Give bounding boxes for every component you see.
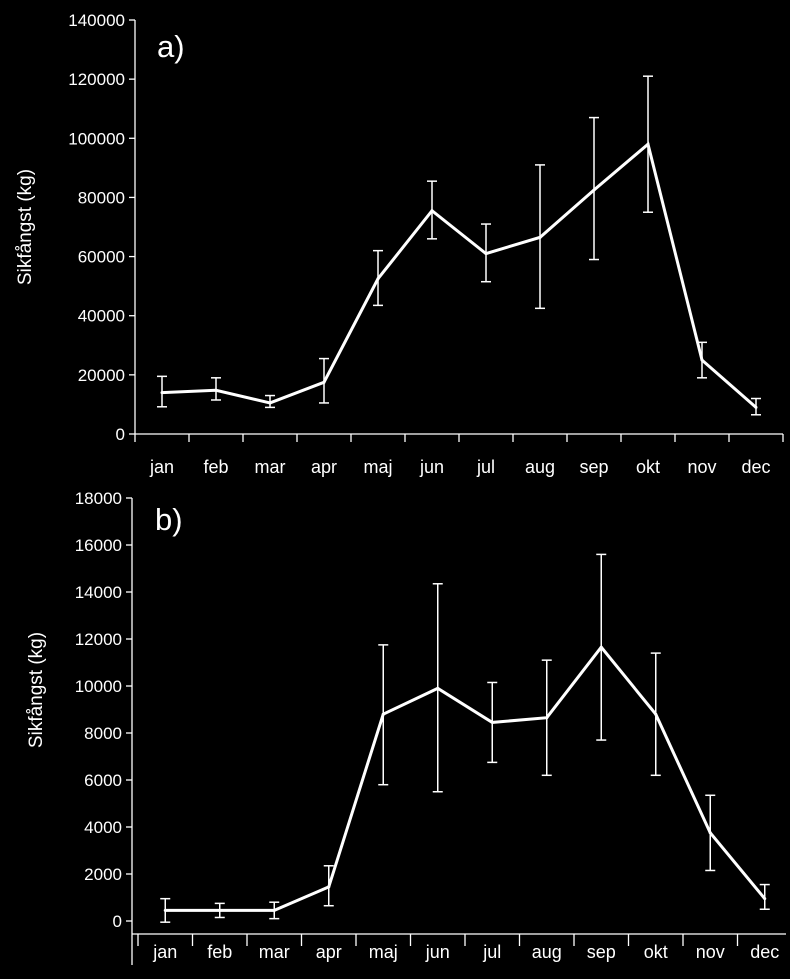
x-tick-label-aug: aug [525, 457, 555, 477]
y-tick-label: 4000 [84, 818, 122, 837]
y-axis-label: Sikfångst (kg) [15, 169, 36, 285]
y-tick-label: 120000 [68, 70, 125, 89]
data-point-mar [268, 401, 272, 405]
panel-label: b) [155, 502, 183, 537]
data-point-aug [545, 716, 549, 720]
data-point-maj [381, 712, 385, 716]
y-tick-label: 10000 [75, 677, 122, 696]
data-point-jul [484, 252, 488, 256]
data-point-nov [700, 358, 704, 362]
data-point-dec [763, 897, 767, 901]
x-tick-label-sep: sep [579, 457, 608, 477]
y-tick-label: 100000 [68, 129, 125, 148]
panel-b-chart: 0 2000 4000 6000 8000 10000 12000 14000 16000 180… [26, 489, 786, 965]
x-tick-label-sep: sep [587, 942, 616, 962]
data-point-jan [160, 391, 164, 395]
data-point-sep [592, 188, 596, 192]
x-tick-label-feb: feb [203, 457, 228, 477]
data-point-jan [163, 908, 167, 912]
data-point-okt [654, 712, 658, 716]
data-point-feb [214, 388, 218, 392]
y-tick-label: 16000 [75, 536, 122, 555]
y-tick-label: 2000 [84, 865, 122, 884]
x-tick-label-mar: mar [255, 457, 286, 477]
x-tick-label-okt: okt [644, 942, 668, 962]
x-tick-label-jul: jul [482, 942, 501, 962]
x-tick-label-apr: apr [311, 457, 337, 477]
x-tick-label-nov: nov [687, 457, 716, 477]
x-tick-label-apr: apr [316, 942, 342, 962]
y-tick-label: 60000 [78, 248, 125, 267]
x-tick-label-dec: dec [750, 942, 779, 962]
y-tick-label: 8000 [84, 724, 122, 743]
y-tick-label: 18000 [75, 489, 122, 508]
x-tick-label-mar: mar [259, 942, 290, 962]
data-point-jul [490, 720, 494, 724]
y-tick-label: 20000 [78, 366, 125, 385]
y-tick-label: 14000 [75, 583, 122, 602]
x-tick-label-maj: maj [369, 942, 398, 962]
data-point-aug [538, 235, 542, 239]
x-tick-label-jun: jun [425, 942, 450, 962]
y-tick-label: 80000 [78, 188, 125, 207]
data-point-apr [327, 885, 331, 889]
data-point-mar [272, 908, 276, 912]
data-point-okt [646, 142, 650, 146]
data-point-apr [322, 380, 326, 384]
data-point-nov [708, 831, 712, 835]
panel-label: a) [157, 29, 185, 64]
y-tick-label: 0 [116, 425, 125, 444]
data-point-dec [754, 405, 758, 409]
x-tick-label-jun: jun [419, 457, 444, 477]
x-tick-label-jan: jan [149, 457, 174, 477]
panel-a-chart: 0 20000 40000 60000 80000 100000 120000 140000 j… [15, 11, 784, 477]
y-tick-label: 40000 [78, 307, 125, 326]
x-tick-label-maj: maj [363, 457, 392, 477]
y-axis-label: Sikfångst (kg) [26, 632, 47, 748]
y-tick-label: 6000 [84, 771, 122, 790]
series-line [165, 644, 766, 912]
y-tick-label: 12000 [75, 630, 122, 649]
y-tick-label: 140000 [68, 11, 125, 30]
data-point-sep [599, 645, 603, 649]
x-tick-label-nov: nov [696, 942, 725, 962]
data-point-feb [218, 908, 222, 912]
x-tick-label-jan: jan [152, 942, 177, 962]
data-point-jun [430, 209, 434, 213]
x-tick-label-jul: jul [476, 457, 495, 477]
x-tick-label-okt: okt [636, 457, 660, 477]
series-line [161, 141, 757, 409]
data-point-maj [376, 277, 380, 281]
x-tick-label-dec: dec [741, 457, 770, 477]
x-tick-label-feb: feb [207, 942, 232, 962]
y-tick-label: 0 [113, 912, 122, 931]
data-point-jun [436, 686, 440, 690]
x-tick-label-aug: aug [532, 942, 562, 962]
